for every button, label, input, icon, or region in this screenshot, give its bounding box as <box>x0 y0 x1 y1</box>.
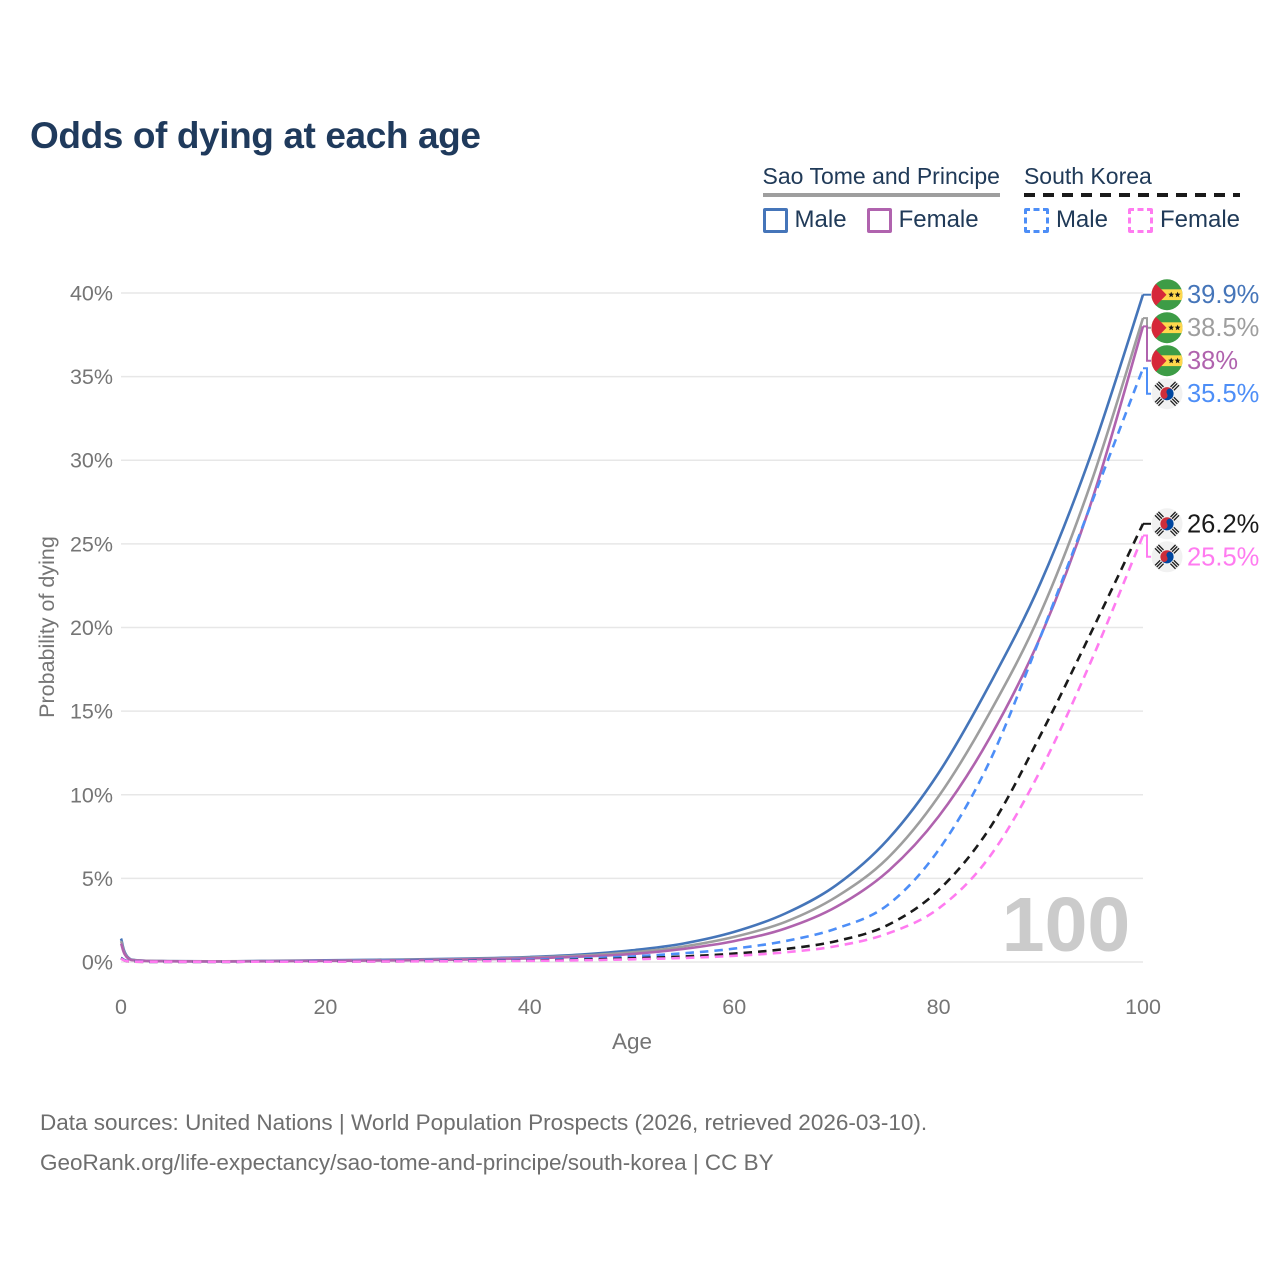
legend-item-label: Female <box>1159 206 1240 233</box>
y-tick-label: 10% <box>70 783 113 807</box>
legend-line-sample-dashed <box>1023 193 1240 197</box>
legend-line-sample-solid <box>762 193 1000 197</box>
stp-male-swatch-icon <box>762 207 788 233</box>
series-line-south-korea-male[interactable] <box>120 367 1145 964</box>
south-korea-flag-icon <box>1151 508 1183 540</box>
x-axis-title: Age <box>612 1029 652 1054</box>
y-tick-label: 35% <box>70 365 113 389</box>
x-tick-label: 40 <box>518 995 542 1019</box>
legend-group-south-korea: South Korea Male Female <box>1023 163 1240 234</box>
series-line-sao-tome-and-principe-female[interactable] <box>119 326 1145 963</box>
legend: Sao Tome and Principe Male Female South … <box>762 163 1240 234</box>
footer-url: GeoRank.org/life-expectancy/sao-tome-and… <box>40 1150 774 1175</box>
legend-item-kor-male[interactable]: Male <box>1023 206 1108 234</box>
y-tick-label: 20% <box>70 616 113 640</box>
y-tick-label: 5% <box>82 867 113 891</box>
legend-item-stp-female[interactable]: Female <box>866 206 979 234</box>
sao-tome-and-principe-flag-icon <box>1151 279 1183 311</box>
y-tick-label: 40% <box>70 282 113 306</box>
y-tick-label: 25% <box>70 532 113 556</box>
stp-female-swatch-icon <box>866 207 892 233</box>
end-label-connector <box>1143 317 1151 329</box>
south-korea-flag-icon <box>1151 541 1183 573</box>
kor-female-swatch-icon <box>1127 207 1153 233</box>
footer-data-sources: Data sources: United Nations | World Pop… <box>40 1110 928 1135</box>
y-axis-title: Probability of dying <box>35 536 59 718</box>
legend-item-label: Male <box>794 206 847 233</box>
legend-item-stp-male[interactable]: Male <box>762 206 847 234</box>
x-tick-label: 20 <box>313 995 337 1019</box>
series-end-value-label: 26.2% <box>1187 510 1259 538</box>
sao-tome-and-principe-flag-icon <box>1151 312 1183 344</box>
legend-item-kor-female[interactable]: Female <box>1127 206 1240 234</box>
x-tick-label: 0 <box>115 995 127 1019</box>
x-tick-label: 60 <box>722 995 746 1019</box>
legend-item-label: Female <box>898 206 979 233</box>
legend-group-sao-tome-and-principe: Sao Tome and Principe Male Female <box>762 163 1000 234</box>
end-label-connector <box>1143 325 1151 362</box>
legend-group-title-sao-tome: Sao Tome and Principe <box>762 163 1000 189</box>
series-end-value-label: 38.5% <box>1187 314 1259 342</box>
end-label-connector <box>1143 534 1151 558</box>
sao-tome-and-principe-flag-icon <box>1151 345 1183 377</box>
footer: Data sources: United Nations | World Pop… <box>40 1103 927 1183</box>
series-end-value-label: 39.9% <box>1187 281 1259 309</box>
series-end-value-label: 38% <box>1187 347 1238 375</box>
y-tick-label: 15% <box>70 700 113 724</box>
end-label-connector <box>1143 367 1151 395</box>
x-tick-label: 100 <box>1125 995 1161 1019</box>
series-end-value-label: 35.5% <box>1187 380 1259 408</box>
south-korea-flag-icon <box>1151 378 1183 410</box>
series-line-south-korea-female[interactable] <box>120 535 1145 964</box>
page-title: Odds of dying at each age <box>30 114 481 156</box>
series-line-south-korea-both-sexes[interactable] <box>120 523 1145 964</box>
y-tick-label: 0% <box>82 951 113 975</box>
legend-group-title-south-korea: South Korea <box>1023 163 1152 189</box>
series-end-value-label: 25.5% <box>1187 543 1259 571</box>
x-tick-label: 80 <box>927 995 951 1019</box>
age-hover-watermark: 100 <box>1002 882 1130 968</box>
kor-male-swatch-icon <box>1023 207 1049 233</box>
legend-item-label: Male <box>1055 206 1108 233</box>
series-line-sao-tome-and-principe-both-sexes[interactable] <box>119 317 1145 963</box>
y-tick-label: 30% <box>70 449 113 473</box>
